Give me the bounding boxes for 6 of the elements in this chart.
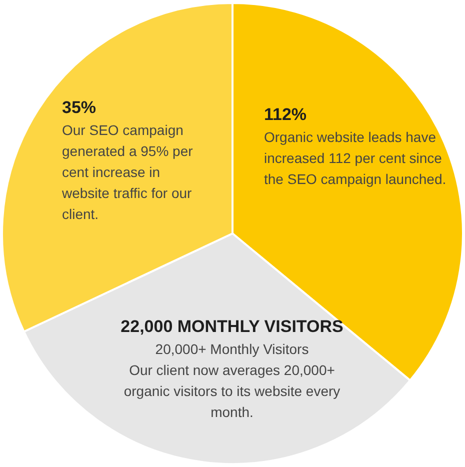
- text: 20,000+ Monthly Visitors Our client now averages 20,000+ organic visitors to its website every month.: [124, 341, 340, 420]
- slice-label: 112%: [264, 105, 307, 124]
- text: Our SEO campaign generated a 95% per cent increase in website traffic for our client.: [61, 122, 194, 222]
- slice-label: 22,000 MONTHLY VISITORS: [120, 317, 344, 336]
- slice-label: 35%: [62, 98, 96, 117]
- text: Organic website leads have increased 112 per cent since the SEO campaign launched.: [264, 129, 446, 187]
